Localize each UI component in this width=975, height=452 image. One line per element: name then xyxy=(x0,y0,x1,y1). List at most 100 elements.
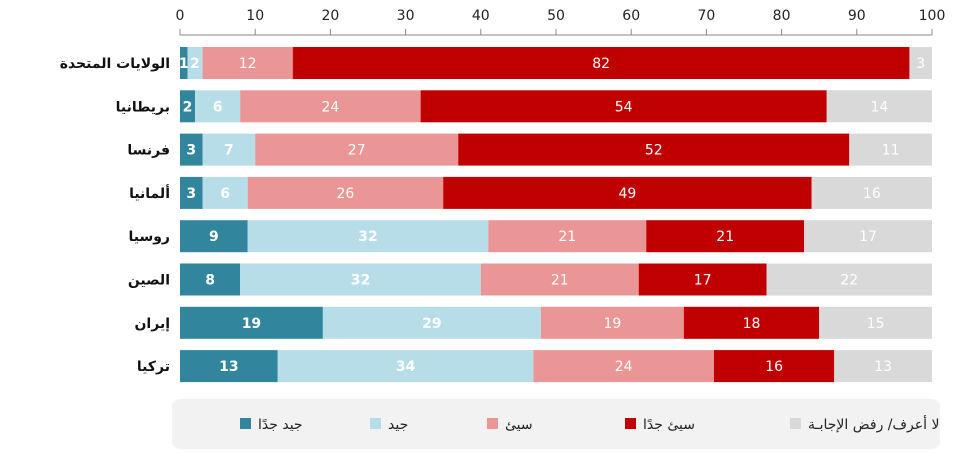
data-label: 3 xyxy=(186,143,196,159)
category-label: بريطانيا xyxy=(116,99,170,115)
bar-segment xyxy=(646,220,805,253)
legend: جيد جدًا جيد سيئ سيئ جدًا لا أعرف/ رفض الإجا… xyxy=(172,399,940,449)
data-label: 22 xyxy=(840,273,858,289)
data-label: 54 xyxy=(615,99,633,115)
data-label: 9 xyxy=(209,229,219,245)
bar-segment xyxy=(180,263,241,296)
bar-segment xyxy=(819,306,932,339)
data-label: 3 xyxy=(916,56,925,72)
x-tick-label: 80 xyxy=(773,8,791,24)
data-label: 21 xyxy=(716,229,734,245)
bar-segment xyxy=(180,133,203,166)
category-label: الصين xyxy=(128,273,170,289)
data-label: 13 xyxy=(219,359,238,375)
data-label: 16 xyxy=(863,186,881,202)
data-label: 1 xyxy=(179,56,189,72)
category-label: روسيا xyxy=(128,229,170,245)
bar-segment xyxy=(202,47,293,79)
data-label: 52 xyxy=(645,143,663,159)
data-label: 8 xyxy=(205,273,215,289)
bar-segment xyxy=(420,90,827,123)
x-tick-label: 60 xyxy=(622,8,640,24)
x-tick-label: 0 xyxy=(176,8,185,24)
bar-segment xyxy=(180,176,203,209)
data-label: 7 xyxy=(224,143,234,159)
bar-segment xyxy=(713,350,835,383)
data-label: 16 xyxy=(765,359,783,375)
x-tick-label: 100 xyxy=(919,8,946,24)
bar-segment xyxy=(277,350,534,383)
data-label: 3 xyxy=(186,186,196,202)
category-label: تركيا xyxy=(137,359,170,375)
bar-segment xyxy=(849,133,932,166)
bar-segment xyxy=(240,263,481,296)
data-label: 13 xyxy=(874,359,892,375)
x-tick-label: 50 xyxy=(547,8,565,24)
category-label: إيران xyxy=(134,316,170,332)
data-label: 18 xyxy=(743,316,761,332)
bar-segment xyxy=(458,133,850,166)
data-label: 49 xyxy=(619,186,637,202)
data-label: 29 xyxy=(422,316,441,332)
data-label: 32 xyxy=(351,273,370,289)
bar-segment xyxy=(480,263,639,296)
data-label: 15 xyxy=(867,316,885,332)
bar-segment xyxy=(180,220,248,253)
bar-segment xyxy=(255,133,459,166)
category-label: فرنسا xyxy=(127,143,170,159)
bar-segment xyxy=(811,176,932,209)
bar-segment xyxy=(683,306,820,339)
bar-segment xyxy=(180,47,188,79)
bar-segment xyxy=(195,90,241,123)
data-label: 34 xyxy=(396,359,416,375)
bar-segment xyxy=(804,220,932,253)
legend-label: لا أعرف/ رفض الإجابـة xyxy=(808,415,939,433)
bar-segment xyxy=(834,350,932,383)
data-label: 32 xyxy=(358,229,377,245)
bar-segment xyxy=(540,306,684,339)
bar-segment xyxy=(766,263,932,296)
bar-segment xyxy=(292,47,910,79)
data-label: 11 xyxy=(882,143,900,159)
legend-swatch xyxy=(240,418,251,429)
data-label: 26 xyxy=(337,186,355,202)
bar-segment xyxy=(180,350,278,383)
data-label: 19 xyxy=(242,316,261,332)
data-label: 24 xyxy=(321,99,339,115)
bar-segment xyxy=(180,90,196,123)
legend-label: سيئ xyxy=(505,417,533,433)
bar-segment xyxy=(826,90,932,123)
data-label: 82 xyxy=(592,56,610,72)
bar-segment xyxy=(202,133,256,166)
data-label: 6 xyxy=(213,99,223,115)
bar-segment xyxy=(443,176,812,209)
bar-segment xyxy=(247,176,444,209)
data-label: 17 xyxy=(694,273,712,289)
legend-box xyxy=(172,399,940,449)
legend-swatch xyxy=(625,418,636,429)
data-label: 14 xyxy=(870,99,888,115)
legend-label: جيد xyxy=(388,417,408,433)
x-tick-label: 10 xyxy=(246,8,264,24)
data-label: 2 xyxy=(183,99,193,115)
bar-segment xyxy=(240,90,421,123)
data-label: 21 xyxy=(551,273,569,289)
x-tick-label: 70 xyxy=(697,8,715,24)
data-label: 12 xyxy=(239,56,257,72)
x-tick-label: 90 xyxy=(848,8,866,24)
data-label: 27 xyxy=(348,143,366,159)
bar-segment xyxy=(187,47,203,79)
bar-segment xyxy=(247,220,489,253)
bar-segment xyxy=(202,176,248,209)
bar-segment xyxy=(909,47,932,79)
x-axis: 0 10 20 30 40 50 60 70 80 90 100 xyxy=(176,8,946,36)
data-label: 2 xyxy=(190,56,200,72)
category-label: الولايات المتحدة xyxy=(60,56,170,72)
legend-swatch xyxy=(487,418,498,429)
legend-label: سيئ جدًا xyxy=(643,417,695,433)
data-label: 21 xyxy=(558,229,576,245)
x-tick-label: 40 xyxy=(472,8,490,24)
data-label: 19 xyxy=(603,316,621,332)
legend-label: جيد جدًا xyxy=(258,417,303,433)
